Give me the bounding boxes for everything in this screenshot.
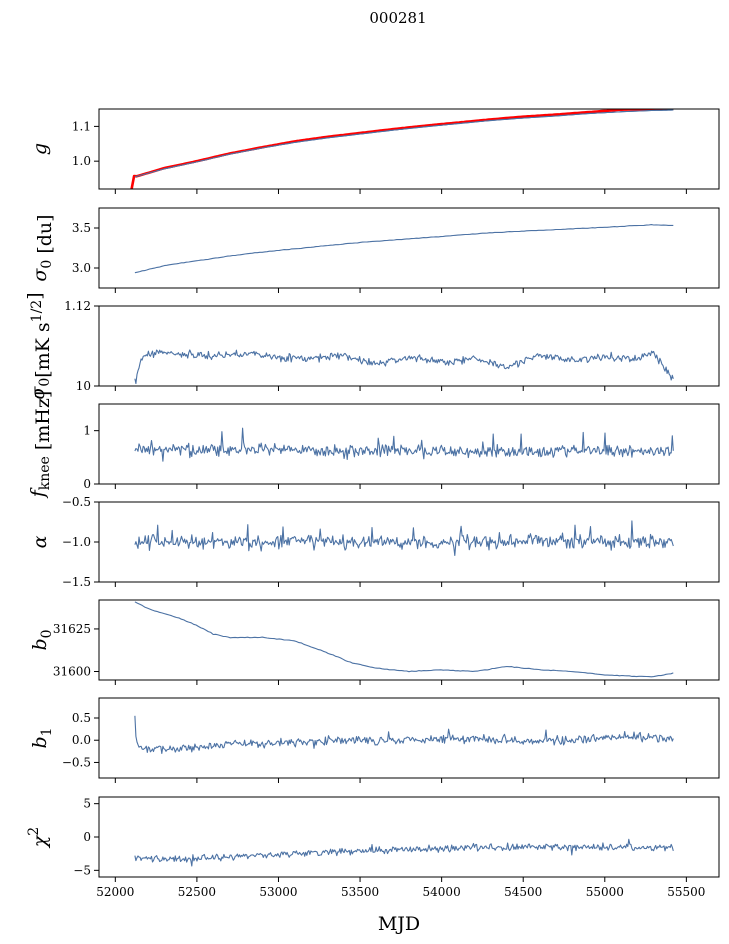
series-line-1-1 <box>134 109 674 178</box>
ytick-label: 1 <box>83 424 91 438</box>
axes-frame-3 <box>98 305 720 387</box>
series-line-3-1 <box>134 349 674 385</box>
figure-title: 000281 <box>369 9 426 27</box>
ylabel-3: σ0[mK s1/2] <box>24 292 54 399</box>
ytick-label: 0 <box>83 477 91 491</box>
ylabel-4: fknee [mHz] <box>27 391 54 500</box>
ytick-label: −1.0 <box>62 535 91 549</box>
ytick-label: −5 <box>73 863 91 877</box>
ylabel-2: σ0 [du] <box>29 214 56 281</box>
ylabel-7: b1 <box>29 727 55 748</box>
ytick-label: 0 <box>83 830 91 844</box>
ytick-label: 31600 <box>53 664 91 678</box>
ytick-label: −1.5 <box>62 575 91 589</box>
series-line-4-1 <box>134 427 674 462</box>
ytick-label: 3.0 <box>72 261 91 275</box>
axes-frame-2 <box>98 207 720 289</box>
xaxis-label: MJD <box>378 913 420 935</box>
series-line-8-1 <box>134 838 674 867</box>
ytick-label: 31625 <box>53 622 91 636</box>
ytick-label: −0.5 <box>62 755 91 769</box>
series-line-1-overlay <box>134 109 674 178</box>
axes-frame-1 <box>98 108 720 190</box>
ytick-label: 0.0 <box>72 733 91 747</box>
ylabel-1: g <box>29 143 51 155</box>
panel-1: 1.0 1.1 g <box>29 108 720 194</box>
panel-3: 10 1.12 σ0[mK s1/2] <box>24 292 720 400</box>
ylabel-5: α <box>29 535 51 548</box>
panel-4: 0 1 fknee [mHz] <box>27 391 720 500</box>
xtick-label: 52000 <box>96 885 134 899</box>
xtick-label: 54500 <box>504 885 542 899</box>
xtick-label: 55500 <box>667 885 705 899</box>
ytick-label: 5 <box>83 797 91 811</box>
ytick-label: 0.5 <box>72 711 91 725</box>
axes-frame-4 <box>98 403 720 485</box>
ytick-label: 1.12 <box>64 299 91 313</box>
series-line-7-1 <box>134 715 674 754</box>
panel-7: −0.5 0.0 0.5 b1 <box>29 697 720 783</box>
panels: 1.0 1.1 g 3.0 3.5 σ0 [du] 10 1.12 σ0[mK s1/2] 0 1 f… <box>24 108 720 935</box>
axes-frame-6 <box>98 599 720 681</box>
panel-8: −5 0 5 52000 52500 53000 53500 54000 54500 55000 5… <box>26 796 720 899</box>
ytick-label: 1.0 <box>72 154 91 168</box>
ytick-label: −0.5 <box>62 495 91 509</box>
axes-frame-7 <box>98 697 720 779</box>
series-line-5-1 <box>134 520 674 556</box>
ytick-label: 1.1 <box>72 119 91 133</box>
ytick-label: 10 <box>76 379 91 393</box>
series-line-1-2 <box>130 109 674 189</box>
xtick-label: 55000 <box>586 885 624 899</box>
series-line-2-1 <box>134 224 674 274</box>
panel-2: 3.0 3.5 σ0 [du] <box>29 207 720 293</box>
xtick-label: 52500 <box>178 885 216 899</box>
ylabel-8: χ2 <box>26 827 51 849</box>
ylabel-6: b0 <box>29 629 55 650</box>
xtick-label: 53500 <box>341 885 379 899</box>
xtick-label: 53000 <box>259 885 297 899</box>
xtick-label: 54000 <box>423 885 461 899</box>
ytick-label: 3.5 <box>72 221 91 235</box>
panel-5: −1.5 −1.0 −0.5 α <box>29 495 720 589</box>
series-line-6-1 <box>134 601 674 678</box>
